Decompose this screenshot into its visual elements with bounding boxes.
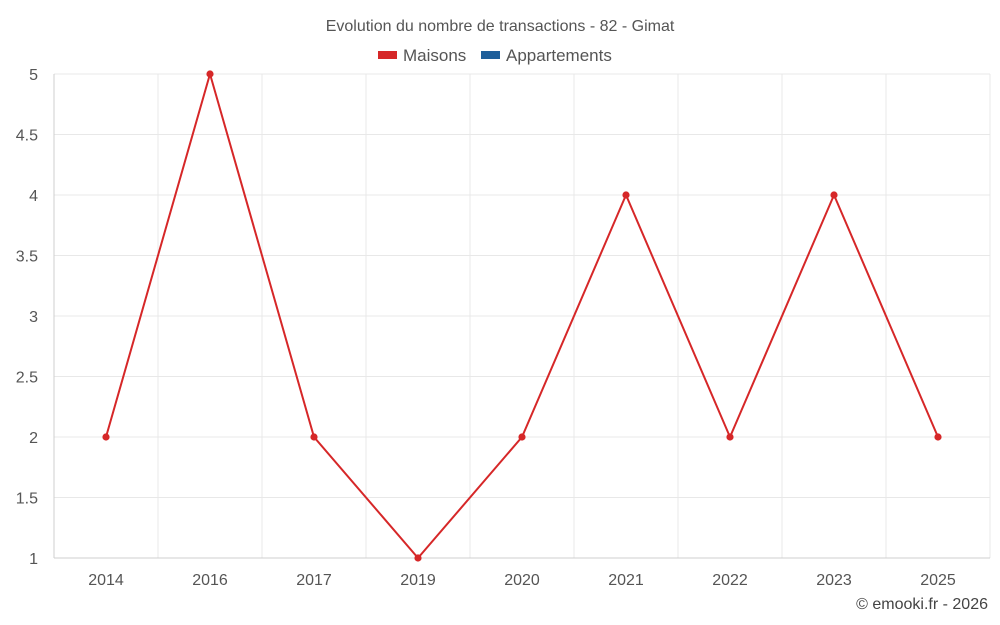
data-point-maisons[interactable] [830, 191, 838, 199]
legend-swatch-maisons [378, 51, 397, 59]
legend-item-maisons[interactable]: Maisons [378, 46, 466, 65]
credit-text: © emooki.fr - 2026 [856, 596, 988, 613]
data-point-maisons[interactable] [726, 433, 734, 441]
legend: Maisons Appartements [378, 46, 612, 65]
legend-label-maisons: Maisons [403, 46, 466, 65]
data-point-maisons[interactable] [622, 191, 630, 199]
x-tick-label: 2020 [504, 572, 540, 589]
y-tick-label: 4 [29, 188, 38, 205]
x-tick-label: 2019 [400, 572, 436, 589]
y-tick-label: 3.5 [16, 249, 38, 266]
data-point-maisons[interactable] [414, 554, 422, 562]
data-point-maisons[interactable] [102, 433, 110, 441]
y-tick-label: 5 [29, 67, 38, 84]
x-tick-label: 2014 [88, 572, 124, 589]
series [102, 70, 942, 562]
chart-title: Evolution du nombre de transactions - 82… [326, 18, 675, 35]
y-tick-label: 1.5 [16, 491, 38, 508]
y-tick-label: 1 [29, 551, 38, 568]
axes: 1 1.5 2 2.5 3 3.5 4 4.5 5 2014 2016 2017 2019 2020 202… [16, 67, 990, 589]
legend-label-appartements: Appartements [506, 46, 612, 65]
data-point-maisons[interactable] [206, 70, 214, 78]
x-tick-label: 2017 [296, 572, 332, 589]
grid [53, 73, 991, 559]
x-tick-label: 2023 [816, 572, 852, 589]
y-tick-label: 3 [29, 309, 38, 326]
y-tick-label: 2 [29, 430, 38, 447]
x-tick-label: 2025 [920, 572, 956, 589]
y-tick-label: 2.5 [16, 370, 38, 387]
x-tick-label: 2021 [608, 572, 644, 589]
legend-item-appartements[interactable]: Appartements [481, 46, 612, 65]
y-tick-label: 4.5 [16, 128, 38, 145]
x-tick-label: 2022 [712, 572, 748, 589]
x-tick-label: 2016 [192, 572, 228, 589]
data-point-maisons[interactable] [518, 433, 526, 441]
data-point-maisons[interactable] [310, 433, 318, 441]
legend-swatch-appartements [481, 51, 500, 59]
data-point-maisons[interactable] [934, 433, 942, 441]
